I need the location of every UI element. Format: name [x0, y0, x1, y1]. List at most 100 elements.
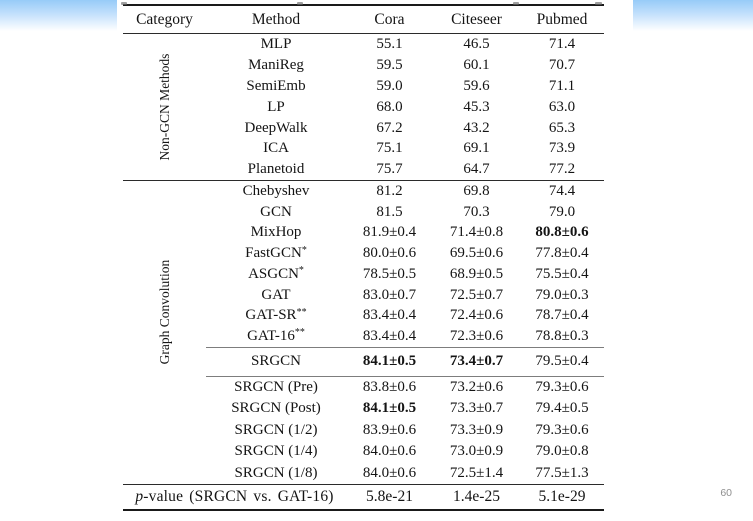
citeseer-value: 59.6	[463, 77, 490, 94]
table-row: ICA 75.1 69.1 73.9	[206, 138, 604, 159]
pubmed-value: 79.0	[548, 203, 576, 220]
table-row: SRGCN (Pre) 83.8±0.6 73.2±0.6 79.3±0.6	[206, 377, 604, 399]
rows-srgcn: SRGCN 84.1±0.5 73.4±0.7 79.5±0.4	[206, 346, 604, 377]
category-label-graph-convolution: Graph Convolution	[156, 259, 172, 365]
table-row: DeepWalk 67.2 43.2 65.3	[206, 118, 604, 139]
citeseer-value: 71.4±0.8	[449, 224, 504, 241]
cora-value: 80.0±0.6	[362, 245, 417, 262]
table-row: Planetoid 75.7 64.7 77.2	[206, 159, 604, 180]
method-name: MixHop	[250, 224, 302, 241]
citeseer-value: 70.3	[463, 203, 490, 220]
pubmed-value: 79.4±0.5	[535, 400, 589, 417]
pubmed-value: 77.2	[548, 161, 576, 178]
rows-non-gcn: MLP 55.1 46.5 71.4 ManiReg 59.5 60.1 70.…	[206, 34, 604, 180]
citeseer-value: 72.3±0.6	[449, 327, 504, 344]
method-name: SemiEmb	[246, 77, 306, 94]
method-cell: Chebyshev	[206, 183, 346, 200]
method-cell: FastGCN*	[206, 245, 346, 262]
pvalue-citeseer: 1.4e-25	[453, 488, 500, 506]
section-non-gcn: Non-GCN Methods MLP 55.1 46.5 71.4 ManiR…	[123, 34, 604, 182]
method-name: SRGCN (1/4)	[234, 443, 318, 460]
method-cell: DeepWalk	[206, 120, 346, 137]
pubmed-value: 73.9	[548, 140, 576, 157]
citeseer-value: 73.3±0.9	[449, 421, 504, 438]
table-row: MixHop 81.9±0.4 71.4±0.8 80.8±0.6	[206, 223, 604, 244]
method-cell: ManiReg	[206, 57, 346, 74]
method-cell: MLP	[206, 36, 346, 53]
pubmed-value: 79.5±0.4	[535, 353, 589, 370]
method-footnote-marker: *	[301, 244, 307, 256]
header-method: Method	[251, 10, 301, 28]
pvalue-cora: 5.8e-21	[366, 488, 413, 506]
header-citeseer: Citeseer	[451, 10, 502, 28]
citeseer-value: 73.0±0.9	[449, 443, 504, 460]
table-row: ASGCN* 78.5±0.5 68.9±0.5 75.5±0.4	[206, 264, 604, 285]
method-footnote-marker: **	[296, 306, 307, 318]
pvalue-label-rest: -value (SRGCN vs. GAT-16)	[143, 488, 334, 506]
citeseer-value: 72.5±0.7	[449, 286, 504, 303]
table-row: GCN 81.5 70.3 79.0	[206, 202, 604, 223]
table-row: GAT 83.0±0.7 72.5±0.7 79.0±0.3	[206, 285, 604, 306]
pubmed-value: 78.7±0.4	[535, 307, 589, 324]
method-name: GAT-16	[247, 327, 295, 344]
method-name: DeepWalk	[244, 119, 308, 136]
cora-value: 81.9±0.4	[362, 224, 417, 241]
method-name: MLP	[260, 35, 292, 52]
table-row: GAT-SR** 83.4±0.4 72.4±0.6 78.7±0.4	[206, 305, 604, 326]
citeseer-value: 43.2	[463, 119, 490, 136]
method-name: Planetoid	[247, 161, 305, 178]
citeseer-value: 73.4±0.7	[449, 353, 504, 370]
pubmed-value: 75.5±0.4	[535, 265, 589, 282]
pubmed-value: 74.4	[548, 183, 576, 200]
table-row: Chebyshev 81.2 69.8 74.4	[206, 181, 604, 202]
method-name: LP	[267, 98, 285, 115]
method-name: ManiReg	[248, 56, 304, 73]
citeseer-value: 69.8	[463, 183, 490, 200]
pubmed-value: 79.3±0.6	[535, 421, 589, 438]
cora-value: 83.9±0.6	[362, 421, 417, 438]
table-row: SRGCN (1/8) 84.0±0.6 72.5±1.4 77.5±1.3	[206, 463, 604, 485]
cora-value: 81.5	[376, 203, 403, 220]
table-row: SRGCN 84.1±0.5 73.4±0.7 79.5±0.4	[206, 348, 604, 376]
cora-value: 59.5	[376, 56, 403, 73]
pubmed-value: 71.1	[548, 77, 576, 94]
pubmed-value: 65.3	[548, 119, 576, 136]
table-row: LP 68.0 45.3 63.0	[206, 97, 604, 118]
method-name: GAT	[261, 286, 291, 303]
method-cell: MixHop	[206, 224, 346, 241]
pubmed-value: 63.0	[548, 98, 576, 115]
method-name: FastGCN	[245, 245, 302, 262]
method-cell: ICA	[206, 140, 346, 157]
cora-value: 83.4±0.4	[362, 307, 417, 324]
cora-value: 59.0	[376, 77, 403, 94]
pubmed-value: 80.8±0.6	[535, 224, 589, 241]
cora-value: 75.1	[376, 140, 403, 157]
category-label-non-gcn: Non-GCN Methods	[156, 53, 172, 161]
method-cell: LP	[206, 99, 346, 116]
table-header-row: Category Method Cora Citeseer Pubmed	[123, 6, 604, 34]
cora-value: 83.0±0.7	[362, 286, 417, 303]
cropped-caption-fragment	[121, 1, 604, 6]
citeseer-value: 64.7	[463, 161, 490, 178]
slide-content-panel: Category Method Cora Citeseer Pubmed Non…	[117, 0, 633, 521]
citeseer-value: 69.1	[463, 140, 490, 157]
method-cell: GCN	[206, 204, 346, 221]
table-row: FastGCN* 80.0±0.6 69.5±0.6 77.8±0.4	[206, 243, 604, 264]
section-graph-convolution: Graph Convolution Chebyshev 81.2 69.8 74…	[123, 181, 604, 484]
table-row: SRGCN (1/4) 84.0±0.6 73.0±0.9 79.0±0.8	[206, 441, 604, 463]
citeseer-value: 68.9±0.5	[449, 265, 504, 282]
rows-srgcn-variants: SRGCN (Pre) 83.8±0.6 73.2±0.6 79.3±0.6 S…	[206, 377, 604, 485]
method-cell: SRGCN (1/4)	[206, 443, 346, 460]
method-cell: SRGCN (Post)	[206, 400, 346, 417]
table-row: SRGCN (Post) 84.1±0.5 73.3±0.7 79.4±0.5	[206, 398, 604, 420]
slide-page-number: 60	[720, 487, 732, 499]
pubmed-value: 71.4	[548, 35, 576, 52]
method-cell: SRGCN	[206, 353, 346, 370]
method-cell: SRGCN (Pre)	[206, 379, 346, 396]
cora-value: 84.1±0.5	[362, 353, 417, 370]
cora-value: 81.2	[376, 183, 403, 200]
category-cell-non-gcn: Non-GCN Methods	[123, 34, 206, 180]
method-name: SRGCN (1/8)	[234, 464, 318, 481]
table-row: MLP 55.1 46.5 71.4	[206, 34, 604, 55]
pubmed-value: 79.0±0.8	[535, 443, 589, 460]
